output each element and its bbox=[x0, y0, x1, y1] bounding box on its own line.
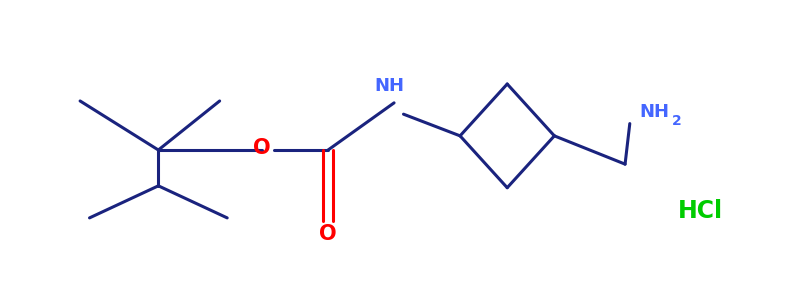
Text: O: O bbox=[253, 138, 271, 158]
Text: HCl: HCl bbox=[678, 199, 723, 223]
Text: NH: NH bbox=[639, 103, 669, 121]
Text: NH: NH bbox=[374, 77, 404, 95]
Text: O: O bbox=[320, 224, 337, 244]
Text: 2: 2 bbox=[672, 114, 682, 128]
